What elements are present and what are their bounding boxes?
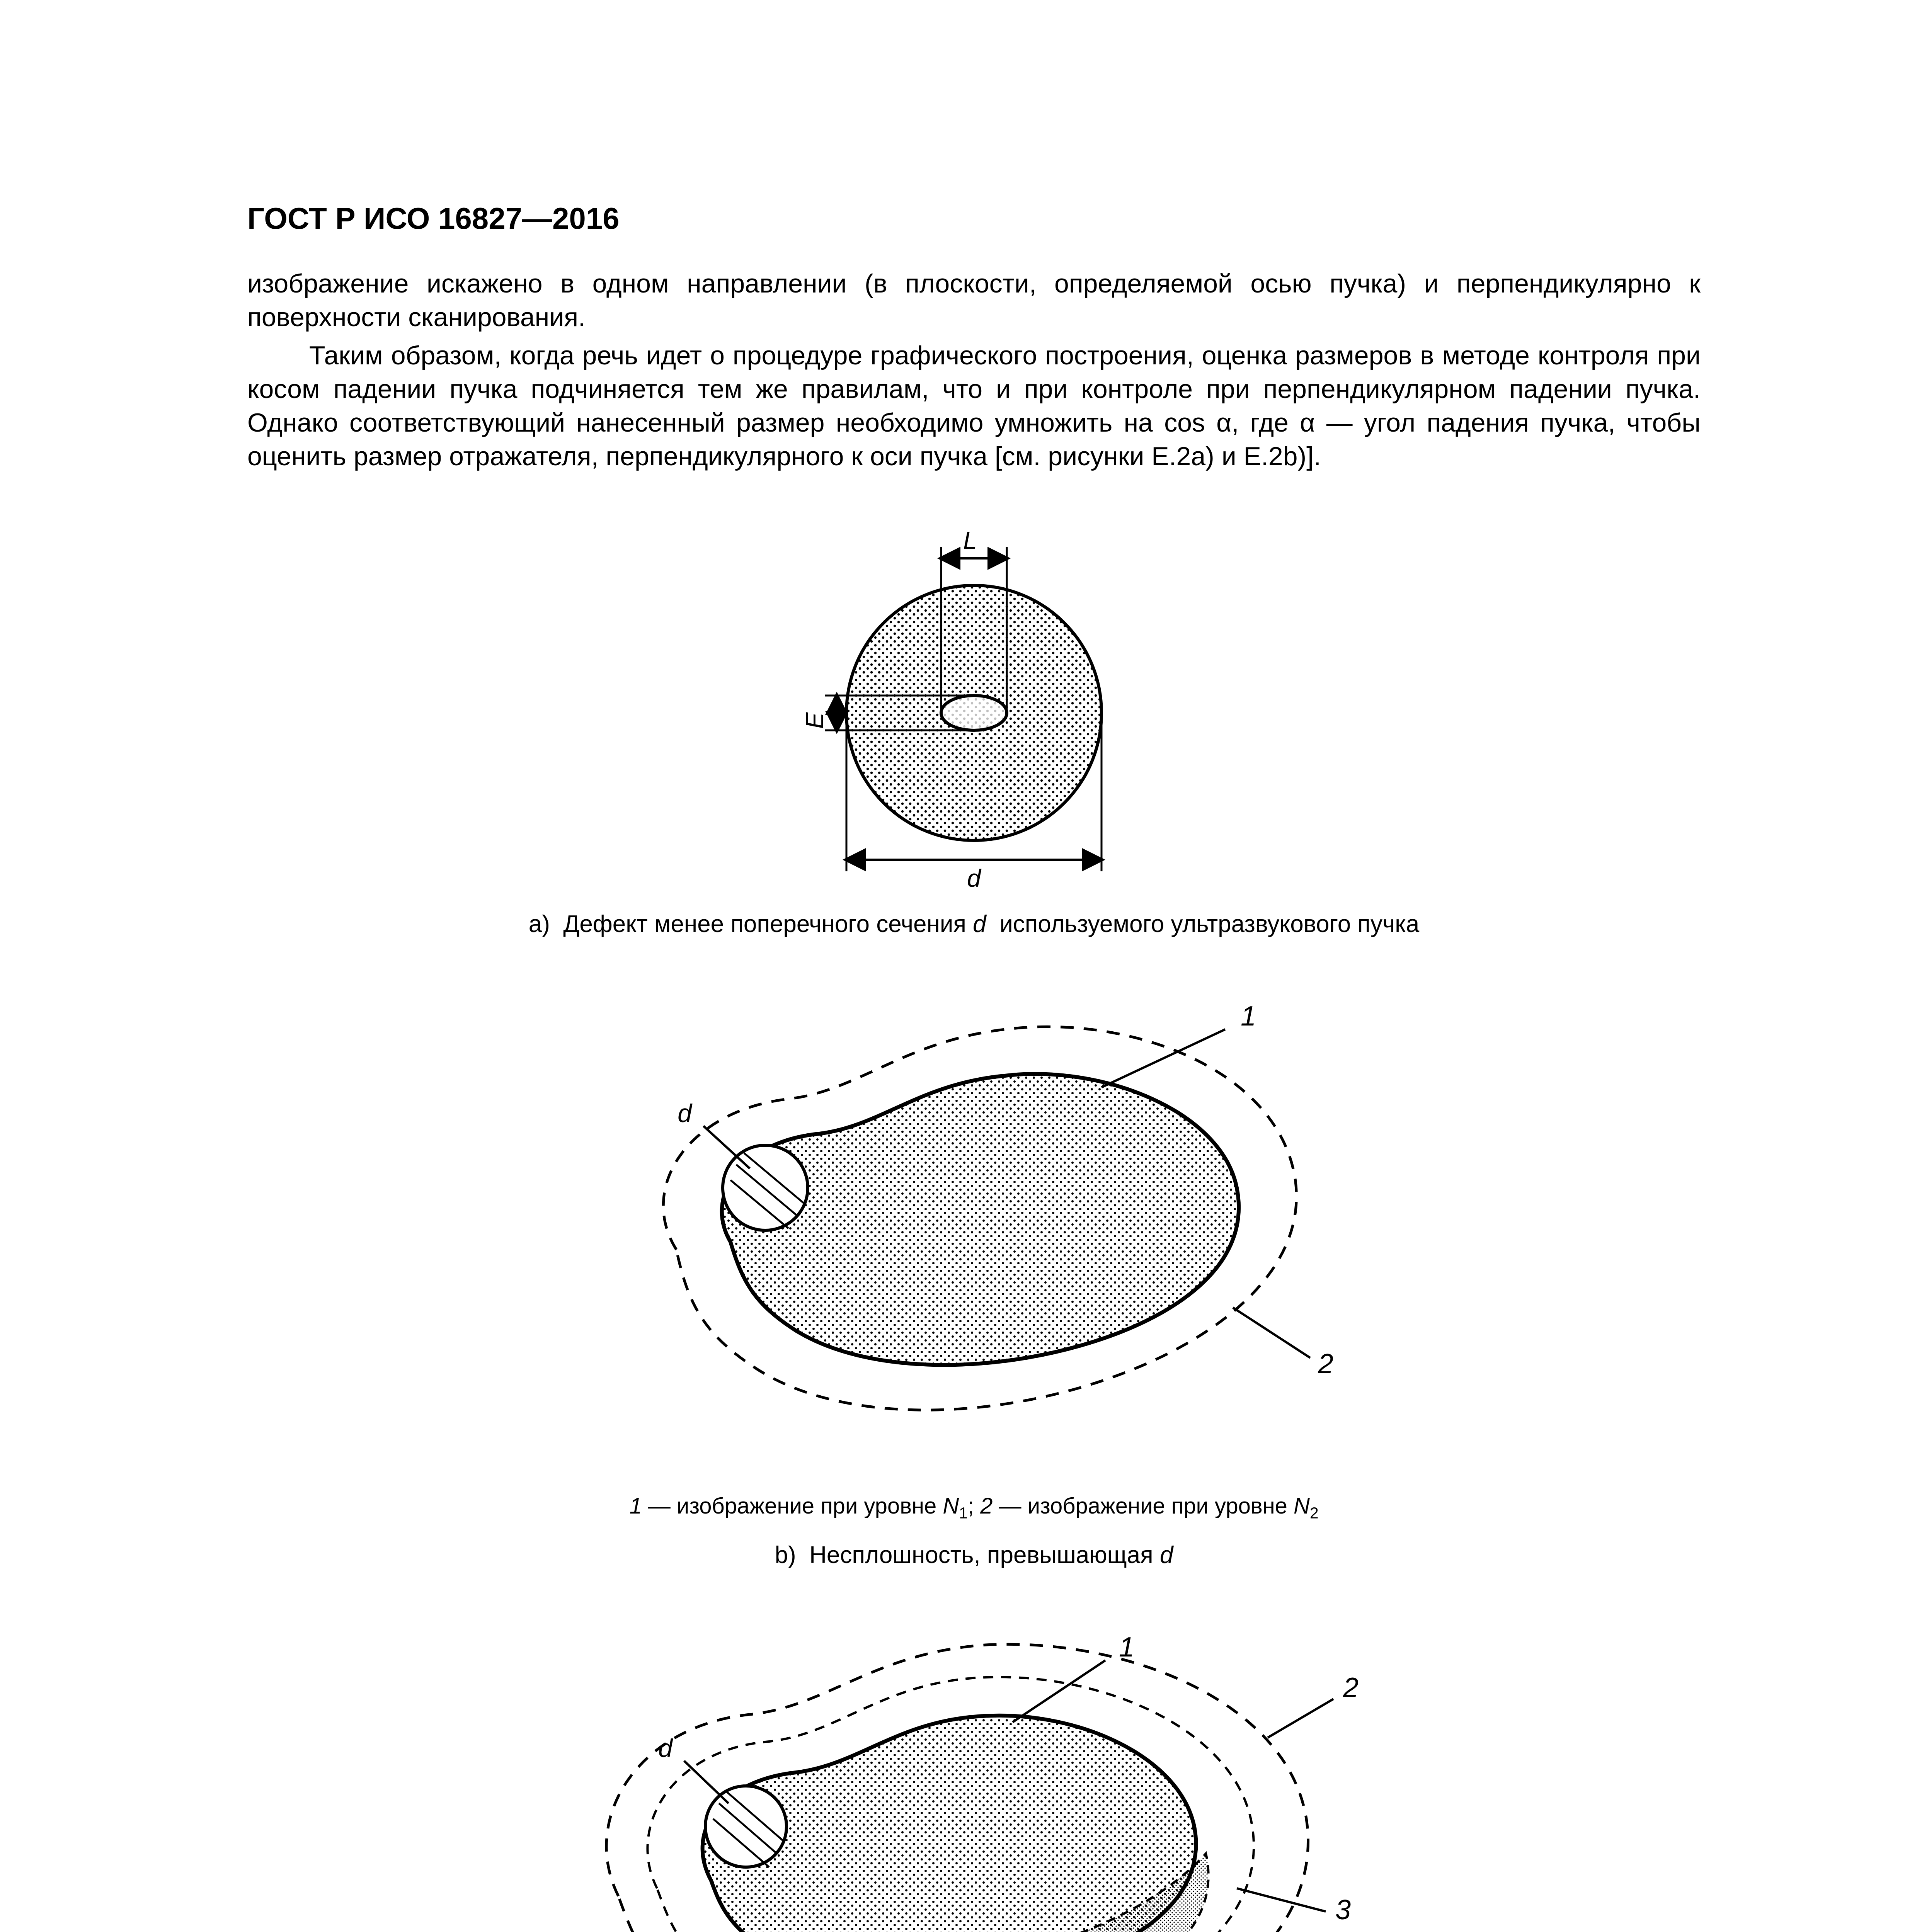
page-root: ГОСТ Р ИСО 16827—2016 изображение искаже… [0, 0, 1917, 1932]
svg-text:d: d [967, 864, 982, 891]
document-header: ГОСТ Р ИСО 16827—2016 [247, 201, 1701, 236]
svg-text:2: 2 [1318, 1349, 1333, 1379]
figure-b-legend: 1 — изображение при уровне N1; 2 — изобр… [247, 1491, 1701, 1524]
p2-a1: α [1216, 408, 1231, 437]
figure-a-block: L E d [247, 504, 1701, 893]
svg-text:L: L [963, 526, 977, 554]
svg-text:1: 1 [1241, 1001, 1256, 1032]
paragraph-1: изображение искажено в одном направлении… [247, 267, 1701, 334]
figure-b-svg: d 1 2 [549, 971, 1399, 1474]
figure-c-svg: d 1 2 3 4 [510, 1602, 1438, 1932]
p2-a2: α [1300, 408, 1315, 437]
figure-b-caption: b) Несплошность, превышающая d [247, 1539, 1701, 1571]
paragraph-2: Таким образом, когда речь идет о процеду… [247, 339, 1701, 473]
svg-text:E: E [801, 712, 829, 729]
figure-c-block: d 1 2 3 4 [247, 1602, 1701, 1932]
svg-text:3: 3 [1335, 1895, 1351, 1925]
svg-text:1: 1 [1119, 1632, 1134, 1663]
svg-text:2: 2 [1343, 1672, 1359, 1703]
figure-a-svg: L E d [781, 504, 1167, 891]
svg-text:d: d [678, 1099, 693, 1128]
p2-mid: , где [1231, 408, 1300, 437]
figure-b-block: d 1 2 [247, 971, 1701, 1476]
figure-a-caption: a) Дефект менее поперечного сечения d ис… [247, 908, 1701, 940]
svg-text:d: d [658, 1734, 673, 1762]
